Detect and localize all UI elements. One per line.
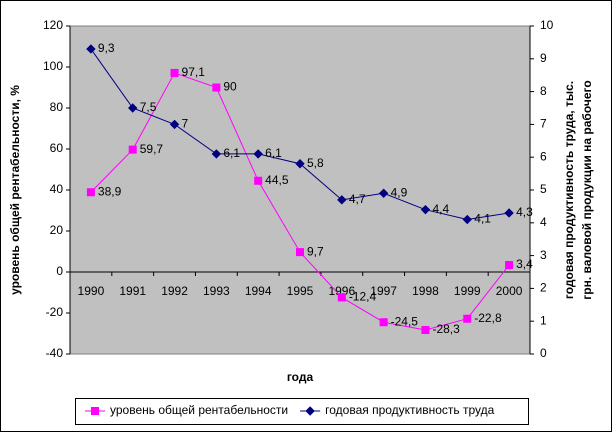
x-tick-label: 1991	[119, 284, 146, 298]
y2-tick-label: 1	[540, 313, 547, 327]
data-point	[337, 195, 347, 205]
data-label: -22,8	[474, 311, 502, 325]
data-point	[337, 293, 346, 302]
x-tick-label: 1999	[454, 284, 481, 298]
data-label: 9,7	[307, 244, 324, 258]
y-tick-label: 120	[43, 18, 63, 32]
data-point	[169, 119, 180, 130]
legend-label: уровень общей рентабельности	[110, 403, 288, 417]
x-tick-label: 1996	[328, 284, 355, 298]
data-point	[505, 261, 514, 270]
y-tick-label: 80	[50, 100, 64, 114]
data-point	[212, 83, 221, 92]
data-point	[420, 204, 431, 215]
data-label: 4,7	[349, 192, 366, 206]
data-point	[504, 208, 514, 218]
data-label: 4,9	[391, 185, 408, 199]
data-label: 4,1	[474, 212, 491, 226]
data-point	[128, 145, 137, 154]
data-label: 4,4	[432, 202, 449, 216]
y2-tick-label: 10	[540, 18, 554, 32]
data-label: 44,5	[265, 173, 289, 187]
data-label: 38,9	[98, 184, 122, 198]
data-point	[295, 159, 305, 169]
y-tick-label: 60	[50, 141, 64, 155]
data-label: 6,1	[223, 146, 240, 160]
y2-tick-label: 4	[540, 215, 547, 229]
data-point	[296, 248, 304, 257]
x-axis-title: года	[287, 370, 314, 384]
x-tick-label: 1995	[287, 284, 314, 298]
y-tick-label: -20	[46, 305, 64, 319]
legend-marker	[305, 406, 315, 416]
y-tick-label: 100	[43, 59, 63, 73]
data-point	[86, 188, 95, 197]
y-tick-label: 20	[50, 223, 64, 237]
y2-tick-label: 3	[540, 248, 547, 262]
data-point	[170, 68, 179, 77]
y-tick-label: -40	[46, 346, 64, 360]
x-tick-label: 1990	[78, 284, 105, 298]
data-label: 7,5	[140, 100, 157, 114]
data-point	[421, 326, 430, 335]
legend-marker	[91, 407, 99, 415]
data-point	[379, 318, 388, 327]
x-tick-label: 1997	[370, 284, 397, 298]
data-point	[463, 314, 472, 323]
x-tick-label: 1992	[161, 284, 188, 298]
data-point	[128, 103, 138, 113]
data-label: 90	[223, 80, 237, 94]
data-label: 97,1	[182, 65, 206, 79]
y2-tick-label: 8	[540, 84, 547, 98]
y-tick-label: 0	[56, 264, 63, 278]
y2-tick-label: 6	[540, 149, 547, 163]
data-label: 7	[182, 117, 189, 131]
data-point	[253, 149, 263, 159]
y2-axis-title: грн. валовой продукции на рабочего	[580, 80, 594, 299]
y2-tick-label: 0	[540, 346, 547, 360]
x-tick-label: 1998	[412, 284, 439, 298]
data-label: 6,1	[265, 146, 282, 160]
y2-tick-label: 9	[540, 51, 547, 65]
data-label: -12,4	[349, 290, 377, 304]
data-label: 4,3	[516, 205, 533, 219]
data-point	[86, 44, 96, 54]
plot-area	[69, 25, 531, 355]
data-label: -24,5	[391, 314, 419, 328]
y2-tick-label: 5	[540, 182, 547, 196]
x-tick-label: 2000	[496, 284, 523, 298]
data-label: 9,3	[98, 41, 115, 55]
legend-label: годовая продуктивность труда	[325, 403, 495, 417]
data-point	[254, 176, 263, 185]
data-point	[462, 214, 472, 225]
data-point	[378, 188, 389, 198]
data-label: -28,3	[432, 322, 460, 336]
y2-tick-label: 2	[540, 281, 547, 295]
data-point	[211, 149, 222, 159]
y-axis-title: уровень общей рентабельности, %	[8, 85, 22, 295]
y2-tick-label: 7	[540, 117, 547, 131]
x-tick-label: 1993	[203, 284, 230, 298]
data-label: 5,8	[307, 156, 324, 170]
y-tick-label: 40	[50, 182, 64, 196]
data-label: 59,7	[140, 142, 164, 156]
x-tick-label: 1994	[245, 284, 272, 298]
data-label: 3,4	[516, 257, 533, 271]
y2-axis-title: годовая продуктивность труда, тыс.	[562, 81, 576, 299]
